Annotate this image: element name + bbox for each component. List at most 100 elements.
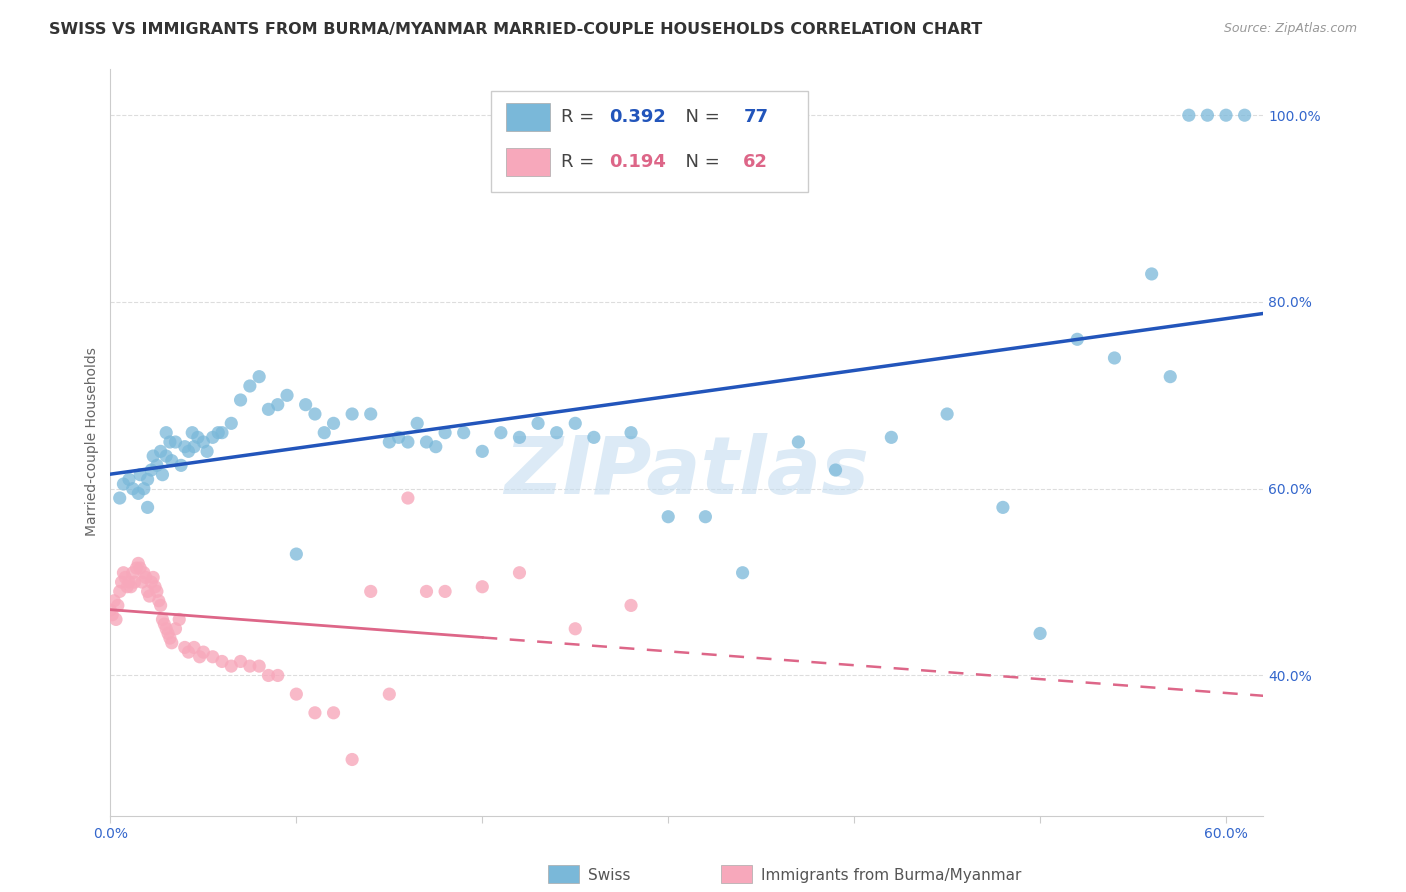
Point — [415, 584, 437, 599]
Point — [159, 435, 181, 450]
Point — [100, 603, 122, 617]
Text: N =: N = — [673, 108, 725, 126]
Point — [160, 453, 183, 467]
FancyBboxPatch shape — [506, 103, 550, 131]
Point — [1029, 626, 1052, 640]
Point — [657, 509, 679, 524]
Point — [471, 580, 494, 594]
Point — [257, 668, 280, 682]
Point — [146, 584, 169, 599]
Point — [131, 575, 153, 590]
Point — [101, 607, 124, 622]
Point — [340, 407, 363, 421]
Text: N =: N = — [673, 153, 725, 171]
Point — [127, 557, 149, 571]
Point — [276, 388, 298, 402]
Point — [285, 547, 308, 561]
Point — [141, 463, 163, 477]
Point — [880, 430, 903, 444]
Text: R =: R = — [561, 108, 600, 126]
Point — [118, 472, 141, 486]
Point — [304, 407, 326, 421]
Point — [125, 561, 148, 575]
Point — [340, 752, 363, 766]
Point — [582, 430, 605, 444]
Point — [787, 435, 810, 450]
Point — [936, 407, 959, 421]
Text: 62: 62 — [744, 153, 768, 171]
Point — [152, 467, 174, 482]
Point — [110, 575, 132, 590]
Point — [508, 566, 530, 580]
Point — [148, 593, 170, 607]
Point — [527, 417, 550, 431]
Point — [378, 687, 401, 701]
Point — [181, 425, 204, 440]
Point — [160, 636, 183, 650]
Point — [183, 440, 205, 454]
Point — [152, 612, 174, 626]
Point — [257, 402, 280, 417]
Point — [115, 580, 138, 594]
Point — [247, 659, 270, 673]
Text: ZIPatlas: ZIPatlas — [505, 433, 869, 511]
Point — [378, 435, 401, 450]
Point — [193, 435, 215, 450]
Point — [360, 584, 382, 599]
Point — [211, 655, 233, 669]
Point — [406, 417, 429, 431]
Point — [188, 649, 211, 664]
Point — [201, 430, 224, 444]
Point — [285, 687, 308, 701]
Point — [155, 425, 177, 440]
Point — [229, 655, 252, 669]
Point — [177, 444, 200, 458]
Point — [187, 430, 209, 444]
Text: 77: 77 — [744, 108, 768, 126]
Point — [193, 645, 215, 659]
Point — [127, 486, 149, 500]
Point — [167, 612, 190, 626]
Point — [165, 435, 187, 450]
Point — [267, 668, 290, 682]
Point — [267, 398, 290, 412]
Point — [155, 449, 177, 463]
Point — [304, 706, 326, 720]
Point — [1178, 108, 1201, 122]
Text: R =: R = — [561, 153, 600, 171]
Point — [229, 392, 252, 407]
Point — [1233, 108, 1256, 122]
Y-axis label: Married-couple Households: Married-couple Households — [86, 348, 100, 536]
Point — [425, 440, 447, 454]
Text: Source: ZipAtlas.com: Source: ZipAtlas.com — [1223, 22, 1357, 36]
Point — [471, 444, 494, 458]
Point — [239, 379, 262, 393]
Point — [159, 631, 181, 645]
Point — [201, 649, 224, 664]
Point — [138, 589, 160, 603]
Point — [1197, 108, 1219, 122]
Point — [294, 398, 316, 412]
Point — [142, 449, 165, 463]
Point — [219, 659, 242, 673]
Point — [1104, 351, 1126, 365]
Point — [103, 593, 125, 607]
Point — [415, 435, 437, 450]
Point — [396, 435, 419, 450]
Point — [112, 566, 135, 580]
Point — [155, 622, 177, 636]
Point — [136, 584, 159, 599]
Text: 0.194: 0.194 — [610, 153, 666, 171]
Point — [564, 622, 586, 636]
Point — [104, 612, 127, 626]
Point — [396, 491, 419, 505]
Point — [143, 580, 166, 594]
Point — [157, 626, 180, 640]
Point — [136, 472, 159, 486]
Point — [314, 425, 336, 440]
Point — [124, 575, 146, 590]
Point — [136, 500, 159, 515]
Point — [434, 425, 457, 440]
Point — [508, 430, 530, 444]
Text: 0.392: 0.392 — [610, 108, 666, 126]
